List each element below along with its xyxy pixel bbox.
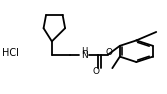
Text: O: O <box>106 48 113 57</box>
Text: H: H <box>81 47 87 56</box>
Text: HCl: HCl <box>2 48 19 58</box>
Text: N: N <box>81 51 88 60</box>
Text: O: O <box>93 67 100 76</box>
